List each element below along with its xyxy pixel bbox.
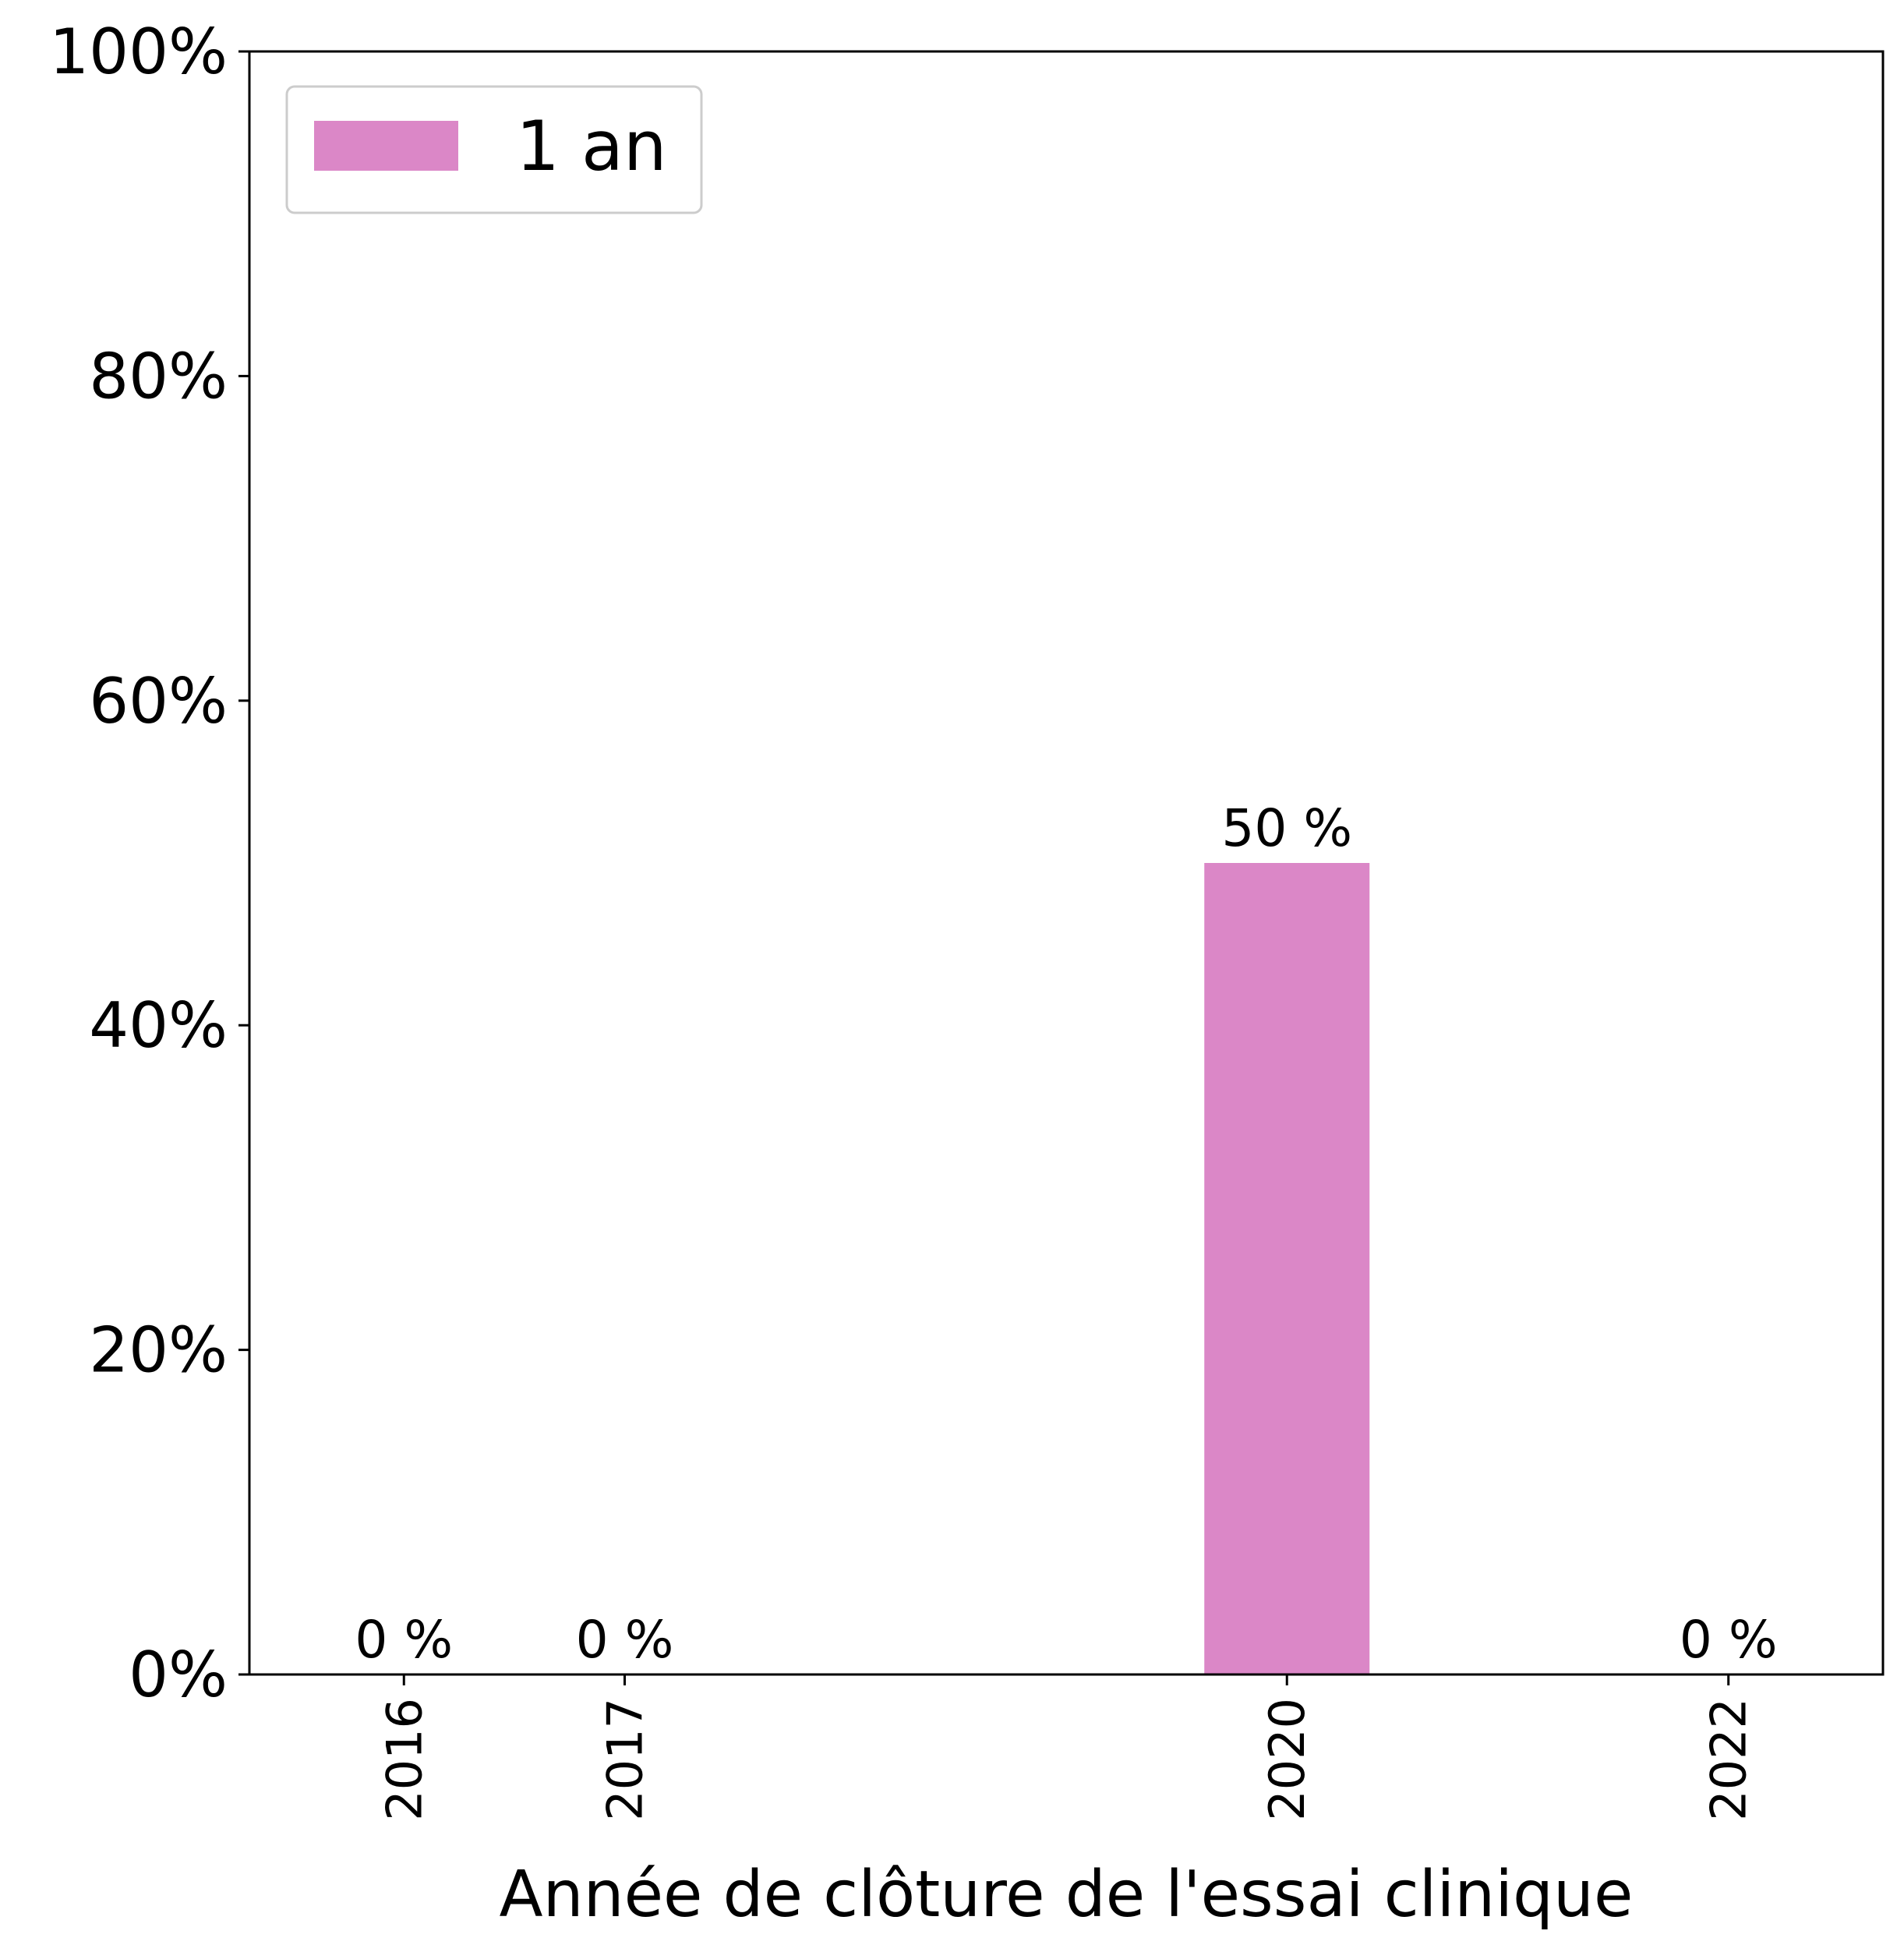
legend-box xyxy=(285,85,703,214)
x-axis-label: Année de clôture de l'essai clinique xyxy=(500,1858,1634,1932)
bar-2020 xyxy=(1204,863,1370,1674)
bars-layer xyxy=(1204,863,1370,1674)
data-label-2020: 50 % xyxy=(1221,798,1352,858)
y-tick-label: 80% xyxy=(89,340,228,412)
legend-label: 1 an xyxy=(516,106,667,186)
legend: 1 an xyxy=(285,85,703,214)
labels-layer: 0 % 0 % 50 % 0 % xyxy=(355,798,1777,1670)
y-tick-label: 40% xyxy=(89,989,228,1062)
x-tick-label: 2022 xyxy=(1701,1698,1757,1821)
y-tick-label: 100% xyxy=(49,16,228,88)
x-tick-label: 2020 xyxy=(1259,1698,1316,1821)
y-tick-label: 20% xyxy=(89,1314,228,1387)
ticks-layer: 0% 20% 40% 60% 80% 100% 2016 2017 2020 2022 xyxy=(49,16,1757,1821)
y-tick-label: 60% xyxy=(89,665,228,737)
legend-swatch xyxy=(314,121,458,171)
data-label-2022: 0 % xyxy=(1680,1610,1778,1670)
x-tick-label: 2016 xyxy=(376,1698,433,1821)
data-label-2016: 0 % xyxy=(355,1610,453,1670)
plot-frame xyxy=(248,50,1885,1676)
x-tick-label: 2017 xyxy=(597,1698,654,1821)
data-label-2017: 0 % xyxy=(576,1610,674,1670)
y-tick-label: 0% xyxy=(129,1639,228,1711)
